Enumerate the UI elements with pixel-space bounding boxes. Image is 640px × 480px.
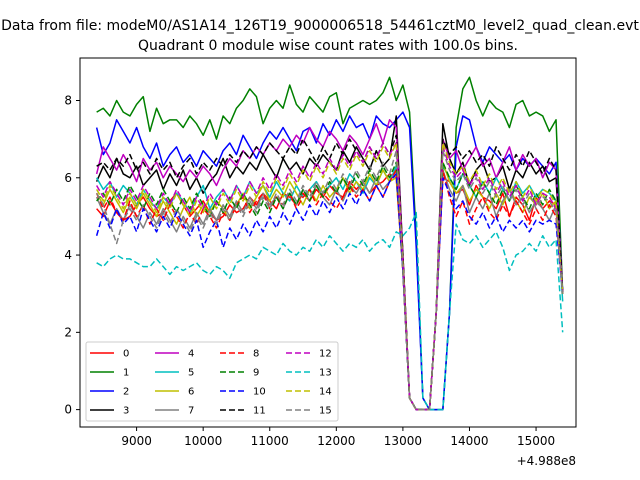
- legend-label-4: 4: [188, 349, 194, 360]
- x-tick-label: 10000: [184, 434, 222, 448]
- y-tick-label: 8: [64, 94, 72, 108]
- series-layer: [95, 76, 564, 411]
- y-tick-label: 2: [64, 325, 72, 339]
- x-axis: 9000 10000 11000 12000 13000 14000 15000: [121, 427, 555, 448]
- legend-label-14: 14: [319, 387, 332, 398]
- series-line-14: [95, 142, 564, 411]
- legend-label-7: 7: [188, 406, 194, 417]
- plot-frame: [79, 57, 577, 428]
- legend-label-8: 8: [253, 349, 259, 360]
- x-tick-label: 9000: [121, 434, 152, 448]
- y-tick-label: 6: [64, 171, 72, 185]
- y-axis: 0 2 4 6 8: [64, 94, 80, 417]
- legend-label-0: 0: [123, 349, 129, 360]
- legend-label-5: 5: [188, 368, 194, 379]
- legend-label-10: 10: [253, 387, 266, 398]
- legend-label-2: 2: [123, 387, 129, 398]
- series-line-7: [95, 169, 564, 411]
- x-tick-label: 13000: [384, 434, 422, 448]
- series-line-15: [95, 149, 564, 411]
- chart-title: Quadrant 0 module wise count rates with …: [138, 38, 518, 54]
- series-line-13: [96, 211, 564, 411]
- x-tick-label: 15000: [517, 434, 555, 448]
- y-tick-label: 0: [64, 403, 72, 417]
- y-tick-label: 4: [64, 248, 72, 262]
- series-line-9: [96, 161, 564, 411]
- x-tick-label: 12000: [317, 434, 355, 448]
- legend-label-1: 1: [123, 368, 129, 379]
- series-line-1: [96, 76, 564, 411]
- legend-label-12: 12: [319, 349, 332, 360]
- legend-box: [85, 341, 339, 422]
- x-tick-label: 14000: [450, 434, 488, 448]
- x-offset-label: +4.988e8: [517, 454, 576, 468]
- x-tick-label: 11000: [251, 434, 289, 448]
- series-line-10: [95, 173, 564, 411]
- legend-label-11: 11: [253, 406, 266, 417]
- series-line-12: [95, 142, 564, 411]
- legend-label-13: 13: [319, 368, 332, 379]
- suptitle: Data from file: modeM0/AS1A14_126T19_900…: [1, 18, 639, 34]
- legend-label-15: 15: [319, 406, 332, 417]
- legend-label-3: 3: [123, 406, 129, 417]
- legend-label-6: 6: [188, 387, 194, 398]
- legend-label-9: 9: [253, 368, 259, 379]
